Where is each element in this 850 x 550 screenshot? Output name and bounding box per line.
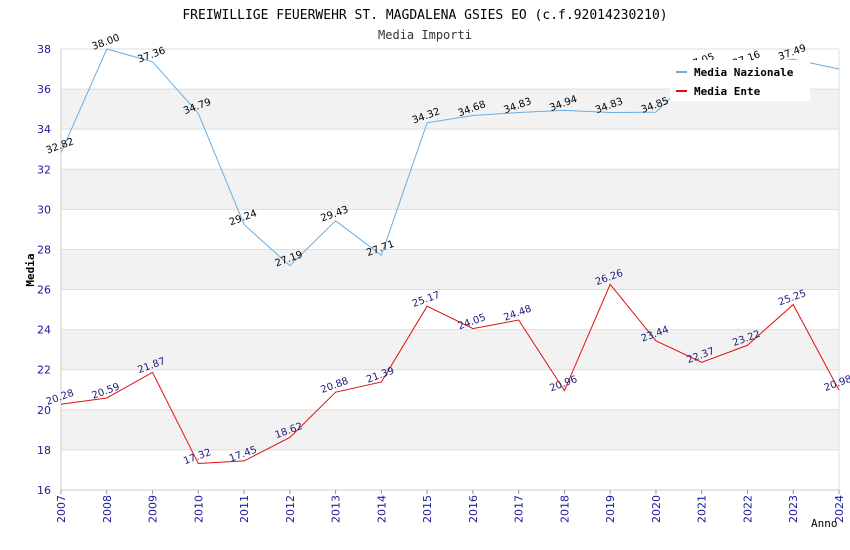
x-tick-label: 2024 [833,495,846,523]
y-tick-label: 28 [37,243,51,256]
y-tick-label: 30 [37,203,51,216]
x-tick-label: 2011 [238,495,251,523]
y-tick-label: 20 [37,404,51,417]
axes [60,49,840,491]
x-tick-label: 2007 [55,495,68,523]
grid-band [61,329,839,370]
y-tick-label: 32 [37,163,51,176]
data-label: 37.49 [777,43,808,63]
y-tick-label: 22 [37,364,51,377]
legend: Media Nazionale Media Ente [670,60,810,101]
x-tick-label: 2008 [101,495,114,523]
data-label: 29.24 [228,208,259,228]
x-tick-label: 2013 [330,495,343,523]
y-tick-label: 18 [37,444,51,457]
grid-band [61,249,839,290]
data-label: 20.98 [823,374,850,394]
x-tick-label: 2016 [467,495,480,523]
legend-box [670,60,810,101]
x-tick-label: 2010 [192,495,205,523]
x-tick-label: 2014 [375,495,388,523]
data-label: 20.59 [91,382,122,402]
data-label: 37.36 [136,45,167,65]
y-tick-label: 24 [37,324,51,337]
chart-subtitle: Media Importi [378,28,472,42]
data-label: 20.96 [548,374,579,394]
legend-label-media-ente: Media Ente [694,85,761,98]
grid-bands [61,89,839,450]
y-tick-label: 38 [37,43,51,56]
x-tick-label: 2020 [650,495,663,523]
chart-title: FREIWILLIGE FEUERWEHR ST. MAGDALENA GSIE… [182,8,667,23]
x-tick-label: 2017 [513,495,526,523]
x-tick-label: 2022 [741,495,754,523]
y-axis-ticks: 16 18 20 22 24 26 28 30 32 34 36 38 [37,43,51,497]
legend-label-media-nazionale: Media Nazionale [694,66,794,79]
y-axis-label: Media [24,253,37,286]
x-axis-ticks: 2007 2008 2009 2010 2011 2012 2013 2014 2015 2016… [55,490,846,523]
x-tick-label: 2009 [147,495,160,523]
y-tick-label: 34 [37,123,51,136]
grid-band [61,409,839,450]
x-tick-label: 2015 [421,495,434,523]
grid-band [61,169,839,210]
x-axis-label: Anno [811,517,838,530]
y-tick-label: 26 [37,284,51,297]
x-tick-label: 2012 [284,495,297,523]
y-tick-label: 36 [37,83,51,96]
x-tick-label: 2019 [604,495,617,523]
data-label: 20.28 [45,388,76,408]
x-tick-label: 2021 [696,495,709,523]
y-tick-label: 16 [37,484,51,497]
data-label: 32.82 [45,136,76,156]
series-line-media-ente [60,283,840,465]
x-tick-label: 2023 [787,495,800,523]
x-tick-label: 2018 [558,495,571,523]
data-label: 38.00 [91,33,122,53]
data-label: 24.48 [502,304,533,324]
